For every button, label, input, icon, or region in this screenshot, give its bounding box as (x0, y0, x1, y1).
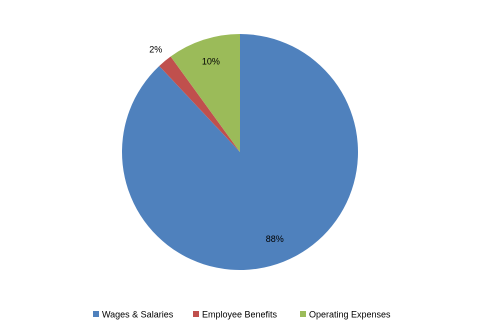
pie-slice (170, 34, 240, 152)
data-label: 88% (266, 234, 284, 244)
data-label: 2% (149, 45, 162, 55)
legend-swatch (93, 311, 99, 317)
legend-label: Operating Expenses (309, 309, 391, 319)
pie-slice (159, 56, 240, 152)
data-label: 10% (202, 57, 220, 67)
legend-label: Wages & Salaries (102, 309, 174, 319)
legend-label: Employee Benefits (202, 309, 278, 319)
legend-swatch (193, 311, 199, 317)
legend-swatch (300, 311, 306, 317)
